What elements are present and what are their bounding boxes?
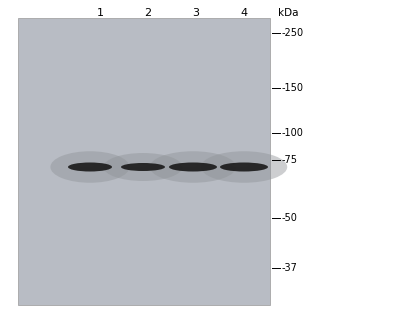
Ellipse shape [132, 164, 147, 167]
Ellipse shape [232, 164, 248, 167]
Ellipse shape [181, 164, 198, 167]
Text: 3: 3 [192, 8, 200, 18]
Ellipse shape [79, 164, 94, 167]
Text: -50: -50 [282, 213, 298, 223]
Ellipse shape [50, 151, 130, 183]
Text: -150: -150 [282, 83, 304, 93]
Text: -100: -100 [282, 128, 304, 138]
Text: -250: -250 [282, 28, 304, 38]
Text: 2: 2 [144, 8, 152, 18]
Text: -75: -75 [282, 155, 298, 165]
Bar [18, 18, 270, 305]
Text: 4: 4 [240, 8, 248, 18]
Ellipse shape [121, 163, 165, 171]
Ellipse shape [68, 163, 112, 172]
Ellipse shape [220, 163, 268, 172]
Ellipse shape [150, 151, 236, 183]
Text: -37: -37 [282, 263, 298, 273]
Ellipse shape [201, 151, 287, 183]
Text: 1: 1 [96, 8, 104, 18]
Ellipse shape [169, 163, 217, 172]
Ellipse shape [103, 153, 183, 181]
Text: kDa: kDa [278, 8, 298, 18]
